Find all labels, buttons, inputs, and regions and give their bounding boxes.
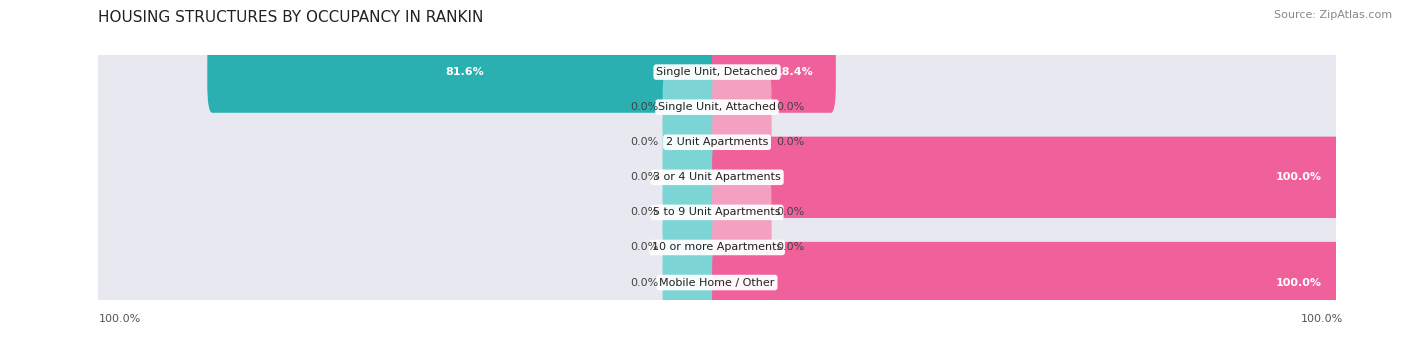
FancyBboxPatch shape xyxy=(207,31,723,113)
Text: 0.0%: 0.0% xyxy=(776,137,804,147)
FancyBboxPatch shape xyxy=(662,102,723,183)
FancyBboxPatch shape xyxy=(662,242,723,323)
Text: Mobile Home / Other: Mobile Home / Other xyxy=(659,278,775,287)
FancyBboxPatch shape xyxy=(662,172,723,253)
Text: Single Unit, Detached: Single Unit, Detached xyxy=(657,67,778,77)
Text: 100.0%: 100.0% xyxy=(1275,172,1322,182)
FancyBboxPatch shape xyxy=(662,207,723,288)
Text: 0.0%: 0.0% xyxy=(776,207,804,218)
FancyBboxPatch shape xyxy=(89,142,1346,283)
Text: Single Unit, Attached: Single Unit, Attached xyxy=(658,102,776,112)
Text: 0.0%: 0.0% xyxy=(776,102,804,112)
FancyBboxPatch shape xyxy=(711,66,772,148)
FancyBboxPatch shape xyxy=(89,177,1346,317)
FancyBboxPatch shape xyxy=(89,72,1346,212)
FancyBboxPatch shape xyxy=(89,37,1346,177)
FancyBboxPatch shape xyxy=(711,207,772,288)
Text: 100.0%: 100.0% xyxy=(1301,314,1343,324)
FancyBboxPatch shape xyxy=(711,172,772,253)
Text: 2 Unit Apartments: 2 Unit Apartments xyxy=(666,137,768,147)
Text: 0.0%: 0.0% xyxy=(630,242,658,252)
Text: 100.0%: 100.0% xyxy=(98,314,141,324)
Text: 3 or 4 Unit Apartments: 3 or 4 Unit Apartments xyxy=(654,172,780,182)
FancyBboxPatch shape xyxy=(89,212,1346,341)
FancyBboxPatch shape xyxy=(89,2,1346,142)
FancyBboxPatch shape xyxy=(711,31,835,113)
Text: 0.0%: 0.0% xyxy=(630,207,658,218)
FancyBboxPatch shape xyxy=(662,66,723,148)
Text: 0.0%: 0.0% xyxy=(630,102,658,112)
FancyBboxPatch shape xyxy=(711,102,772,183)
FancyBboxPatch shape xyxy=(89,107,1346,248)
Text: 0.0%: 0.0% xyxy=(776,242,804,252)
Text: Source: ZipAtlas.com: Source: ZipAtlas.com xyxy=(1274,10,1392,20)
Text: 0.0%: 0.0% xyxy=(630,137,658,147)
Text: 100.0%: 100.0% xyxy=(1275,278,1322,287)
FancyBboxPatch shape xyxy=(711,137,1341,218)
Text: 10 or more Apartments: 10 or more Apartments xyxy=(652,242,782,252)
Text: 5 to 9 Unit Apartments: 5 to 9 Unit Apartments xyxy=(654,207,780,218)
Text: 18.4%: 18.4% xyxy=(775,67,813,77)
Text: 81.6%: 81.6% xyxy=(446,67,484,77)
FancyBboxPatch shape xyxy=(711,242,1341,323)
Text: 0.0%: 0.0% xyxy=(630,278,658,287)
FancyBboxPatch shape xyxy=(662,137,723,218)
Text: HOUSING STRUCTURES BY OCCUPANCY IN RANKIN: HOUSING STRUCTURES BY OCCUPANCY IN RANKI… xyxy=(98,10,484,25)
Text: 0.0%: 0.0% xyxy=(630,172,658,182)
